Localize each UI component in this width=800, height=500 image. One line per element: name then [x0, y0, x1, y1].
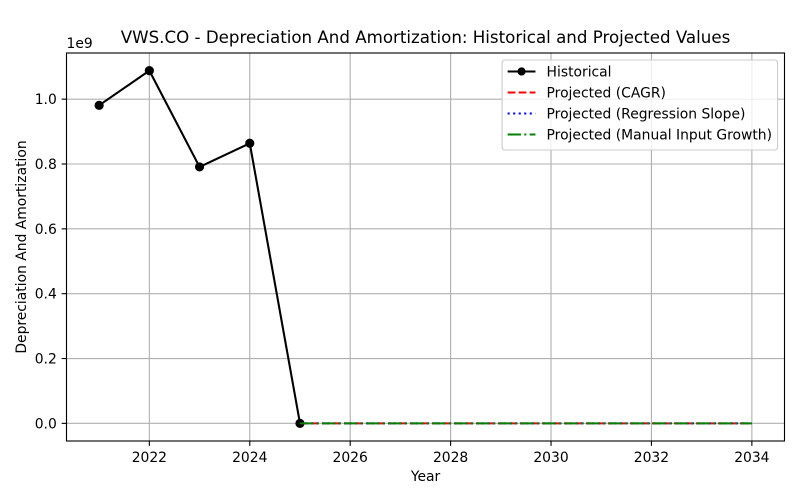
y-axis-offset-text: 1e9	[67, 36, 93, 52]
legend-box	[501, 59, 779, 151]
chart-title: VWS.CO - Depreciation And Amortization: …	[121, 28, 731, 47]
data-point	[194, 162, 205, 172]
x-tick-label: 2034	[734, 450, 769, 466]
axes-frame	[65, 52, 786, 442]
legend-label: Projected (Manual Input Growth)	[547, 128, 772, 144]
y-tick-label: 0.6	[35, 222, 57, 238]
x-axis-label: Year	[410, 469, 441, 485]
legend-label: Historical	[547, 65, 612, 81]
y-tick-label: 0.2	[35, 352, 57, 368]
y-tick-label: 0.8	[35, 157, 57, 173]
x-tick-label: 2024	[232, 450, 267, 466]
y-tick-label: 0.0	[35, 416, 57, 432]
x-tick-label: 2028	[433, 450, 468, 466]
legend-label: Projected (CAGR)	[547, 86, 666, 102]
legend: Historical Projected (CAGR) Projected (Reg…	[501, 59, 779, 151]
legend-marker	[517, 67, 526, 76]
ticks: 2022 2024 2026 2028 2030 2032 2034 0.0 0.2 0.4 0.6…	[35, 92, 770, 466]
data-point	[245, 138, 255, 148]
data-point	[94, 100, 104, 110]
data-point	[144, 66, 154, 76]
x-tick-label: 2030	[533, 450, 568, 466]
legend-label: Projected (Regression Slope)	[547, 107, 746, 123]
y-tick-label: 0.4	[35, 287, 57, 303]
x-tick-label: 2026	[333, 450, 368, 466]
x-tick-label: 2022	[132, 450, 167, 466]
y-tick-label: 1.0	[35, 92, 57, 108]
y-axis-label: Depreciation And Amortization	[14, 140, 30, 353]
x-tick-label: 2032	[634, 450, 669, 466]
series-layer	[94, 66, 752, 428]
